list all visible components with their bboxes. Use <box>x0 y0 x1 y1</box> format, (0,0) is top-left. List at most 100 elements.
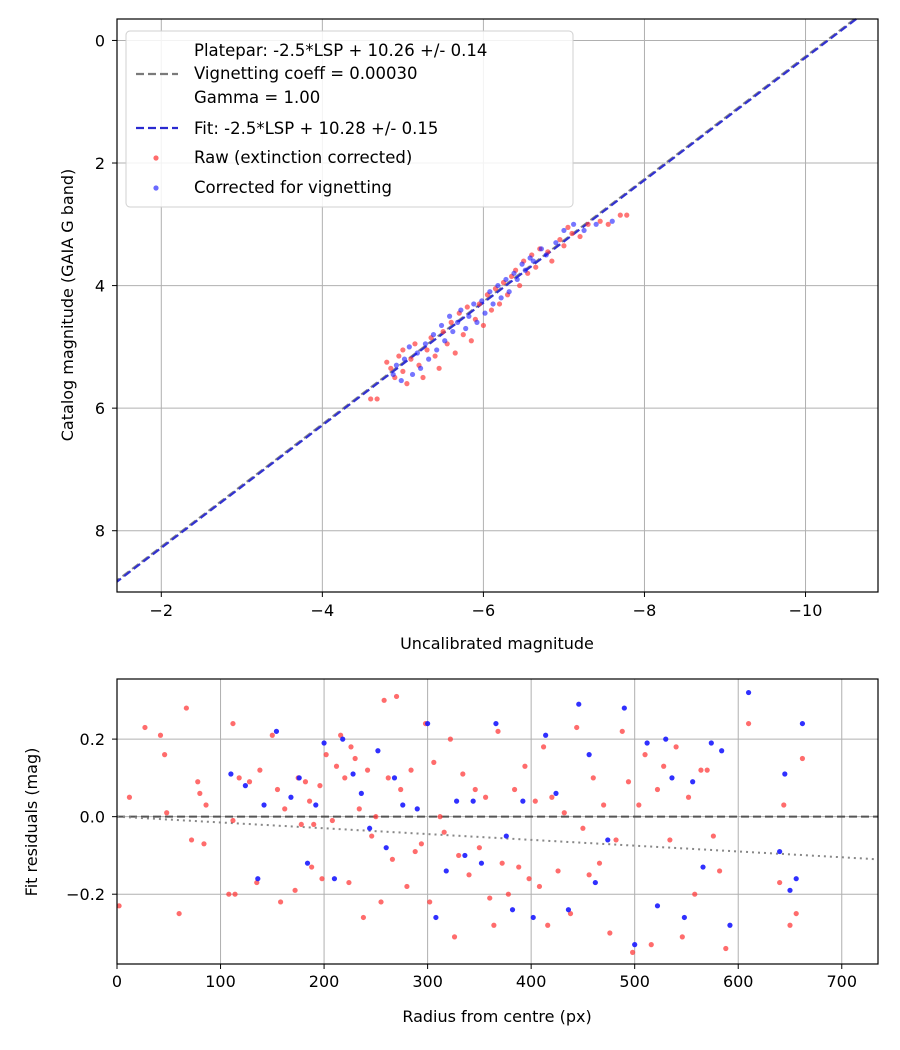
y-tick-label: 0.0 <box>80 808 105 827</box>
corrected-residual-point <box>288 794 294 800</box>
corrected-residual-point <box>321 740 327 746</box>
raw-residual-point <box>716 868 723 874</box>
raw-point <box>585 221 591 227</box>
scatter-points-top <box>368 212 630 402</box>
corrected-residual-point <box>654 903 661 909</box>
corrected-residual-point <box>632 942 638 948</box>
raw-residual-point <box>232 891 238 897</box>
axes-frame-bottom <box>116 678 879 965</box>
raw-residual-point <box>567 910 574 917</box>
raw-point <box>549 258 555 264</box>
raw-residual-point <box>491 922 497 928</box>
raw-residual-point <box>381 697 387 703</box>
raw-residual-point <box>398 786 404 793</box>
corrected-residual-point <box>228 771 234 777</box>
raw-residual-point <box>625 779 632 785</box>
raw-residual-point <box>274 786 281 793</box>
raw-residual-point <box>555 868 561 874</box>
raw-residual-point <box>704 767 710 773</box>
raw-residual-point <box>540 744 547 750</box>
raw-residual-point <box>188 837 195 843</box>
corrected-point <box>393 362 400 368</box>
raw-residual-point <box>317 783 323 789</box>
raw-point <box>561 243 567 249</box>
corrected-residual-point <box>777 848 783 855</box>
raw-residual-point <box>472 786 478 793</box>
corrected-point <box>498 295 504 301</box>
raw-residual-point <box>292 887 298 893</box>
raw-point <box>488 307 495 313</box>
raw-point <box>408 356 414 362</box>
raw-residual-point <box>360 914 367 921</box>
raw-residual-point <box>203 802 209 808</box>
corrected-point <box>398 377 404 384</box>
raw-residual-point <box>431 759 437 765</box>
raw-residual-point <box>437 814 443 820</box>
raw-residual-point <box>673 744 679 750</box>
raw-residual-point <box>545 922 551 928</box>
raw-residual-point <box>162 752 168 758</box>
raw-point <box>396 353 402 359</box>
raw-point <box>464 304 470 310</box>
raw-residual-point <box>799 755 806 762</box>
corrected-residual-point <box>586 752 592 758</box>
legend-raw-label: Raw (extinction corrected) <box>194 148 412 167</box>
raw-point <box>424 347 430 353</box>
x-tick-label: 400 <box>516 972 547 991</box>
raw-residual-point <box>596 860 603 866</box>
corrected-residual-point <box>708 740 714 746</box>
raw-residual-point <box>619 728 625 734</box>
raw-point <box>496 301 503 307</box>
raw-residual-point <box>451 934 458 940</box>
corrected-residual-point <box>565 907 572 913</box>
raw-residual-point <box>269 732 275 738</box>
legend-corrected-label: Corrected for vignetting <box>194 178 392 197</box>
raw-residual-point <box>522 763 528 769</box>
raw-residual-point <box>373 814 379 820</box>
x-tick-label: −6 <box>472 601 496 620</box>
corrected-point <box>446 313 453 319</box>
legend-box <box>125 30 574 208</box>
corrected-point <box>490 301 496 307</box>
raw-point <box>533 264 539 270</box>
raw-residual-point <box>311 821 317 828</box>
raw-point <box>412 341 418 347</box>
corrected-residual-point <box>543 732 549 738</box>
corrected-point <box>442 338 448 344</box>
corrected-point <box>417 365 424 371</box>
x-tick-label: −10 <box>789 601 823 620</box>
corrected-residual-point <box>509 907 516 913</box>
raw-residual-point <box>456 852 462 859</box>
raw-residual-point <box>777 879 783 886</box>
corrected-residual-point <box>454 798 460 804</box>
corrected-residual-point <box>681 914 687 921</box>
corrected-residual-point <box>350 771 356 777</box>
raw-point <box>400 368 406 374</box>
y-tick-label: 0.2 <box>80 730 105 749</box>
raw-residual-point <box>685 794 692 800</box>
raw-residual-point <box>511 786 518 793</box>
legend-raw-marker <box>153 155 159 161</box>
corrected-point <box>482 310 488 316</box>
raw-residual-point <box>142 724 148 731</box>
corrected-point <box>571 221 577 227</box>
corrected-residual-point <box>493 720 499 727</box>
corrected-point <box>455 319 461 325</box>
y-tick-label: −0.2 <box>66 885 105 904</box>
raw-point <box>432 353 438 359</box>
panel-residuals: 0 100 200 300 400 500 600 700 −0.2 0.0 0.2 Radius… <box>22 678 879 1026</box>
corrected-residual-point <box>400 802 406 808</box>
legend-corrected-marker <box>153 185 159 191</box>
corrected-residual-point <box>331 876 338 882</box>
corrected-residual-point <box>414 806 420 812</box>
raw-residual-point <box>183 705 189 711</box>
raw-residual-point <box>590 775 596 781</box>
raw-residual-point <box>630 949 636 955</box>
corrected-residual-point <box>745 689 752 696</box>
raw-residual-point <box>369 833 375 839</box>
x-tick-label: 700 <box>826 972 857 991</box>
raw-residual-point <box>230 817 236 824</box>
legend-gamma-label: Gamma = 1.00 <box>194 88 320 107</box>
corrected-residual-point <box>313 802 319 808</box>
